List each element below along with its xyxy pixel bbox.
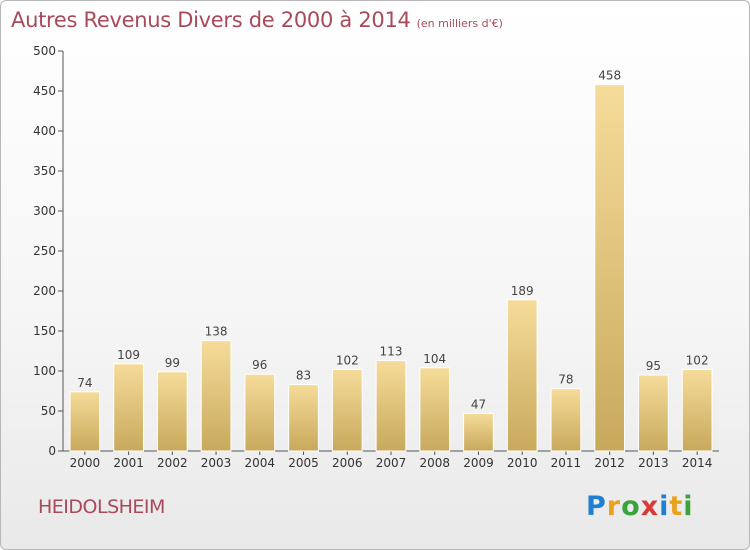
chart-subtitle: (en milliers d'€) [416,17,503,30]
logo-letter: o [621,491,641,522]
y-tick-label: 350 [33,164,56,178]
bar-2011 [550,388,582,452]
y-tick-label: 250 [33,244,56,258]
bar-2005 [288,384,319,452]
bar-value-label: 78 [558,373,573,387]
axes: 0 50 100 150 200 250 300 350 400 450 500 2000 2001 20… [33,44,719,470]
x-tick-label: 2012 [594,456,625,470]
logo-letter: i [683,491,694,522]
bar-value-label: 95 [646,359,661,373]
bar-2007 [375,360,407,452]
y-tick-label: 400 [33,124,56,138]
x-tick-label: 2004 [245,456,276,470]
logo-letter: i [659,491,670,522]
logo-letter: t [669,491,684,522]
x-tick-label: 2008 [419,456,450,470]
bar-value-label: 83 [296,369,311,383]
y-tick-label: 500 [33,44,56,58]
commune-name: HEIDOLSHEIM [38,496,165,518]
y-tick-label: 0 [48,444,56,458]
bar-value-label: 99 [165,356,180,370]
y-tick-label: 100 [33,364,56,378]
bar-2013 [638,374,669,452]
y-tick-label: 450 [33,84,56,98]
bar-value-label: 138 [205,325,228,339]
x-tick-label: 2000 [70,456,101,470]
bar-2006 [331,368,363,452]
y-tick-label: 50 [41,404,56,418]
bar-2000 [69,391,101,452]
bar-value-label: 96 [252,358,267,372]
bar-2002 [156,371,188,452]
bar-2003 [200,340,232,452]
logo-letter: r [606,491,622,522]
x-tick-label: 2007 [376,456,407,470]
logo-letter: x [640,491,660,522]
bar-value-label: 113 [380,345,403,359]
x-tick-label: 2009 [463,456,494,470]
bar-value-label: 104 [423,352,446,366]
bar-value-label: 102 [336,353,359,367]
proxiti-logo: Proxiti [586,491,694,522]
bar-2008 [419,367,451,452]
x-tick-label: 2003 [201,456,232,470]
x-tick-label: 2011 [551,456,582,470]
y-tick-label: 300 [33,204,56,218]
logo-letter: P [586,491,607,522]
bar-value-label: 74 [77,376,92,390]
chart-title: Autres Revenus Divers de 2000 à 2014 (en … [11,8,503,32]
bar-value-label: 47 [471,397,486,411]
y-tick-label: 150 [33,324,56,338]
bars: 74 109 99 138 96 83 102 113 104 47 189 78 458 95 102 [69,69,713,452]
bar-2001 [113,363,144,452]
x-tick-label: 2014 [682,456,713,470]
x-tick-label: 2006 [332,456,363,470]
bar-value-label: 102 [686,353,709,367]
bar-2009 [463,412,494,452]
x-tick-label: 2001 [113,456,144,470]
y-tick-label: 200 [33,284,56,298]
bar-2012 [594,84,626,452]
x-tick-label: 2005 [288,456,319,470]
bar-value-label: 109 [117,348,140,362]
x-tick-label: 2013 [638,456,669,470]
x-tick-label: 2002 [157,456,188,470]
bar-value-label: 189 [511,284,534,298]
x-tick-label: 2010 [507,456,538,470]
bar-2014 [681,368,713,452]
bar-2010 [506,299,538,452]
chart-title-text: Autres Revenus Divers de 2000 à 2014 [11,8,411,32]
bar-value-label: 458 [598,69,621,83]
bar-2004 [244,373,276,452]
